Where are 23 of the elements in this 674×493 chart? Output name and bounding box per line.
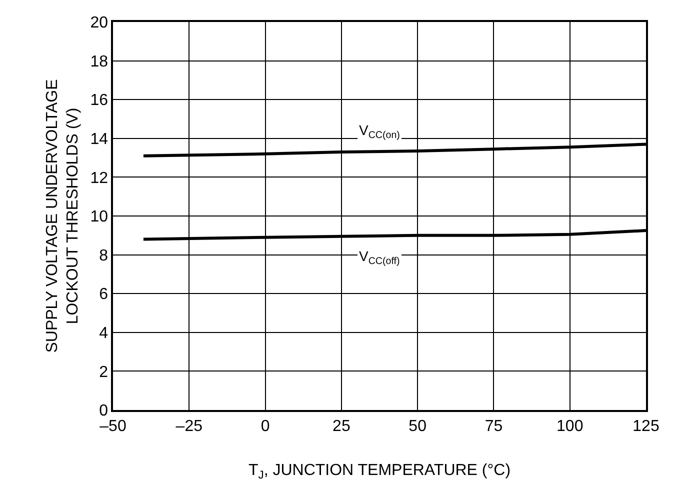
x-tick-label: –25	[176, 418, 203, 435]
x-tick-label: 0	[260, 418, 270, 435]
series-label: V$_{CC(on)}$	[359, 122, 400, 141]
y-tick-label: 14	[90, 131, 108, 148]
y-tick-label: 4	[99, 325, 108, 342]
y-tick-label: 6	[99, 286, 108, 304]
x-axis-title: T$_{J}$, JUNCTION TEMPERATURE (°C)	[248, 462, 511, 482]
y-tick-label: 10	[90, 208, 108, 226]
y-axis-title: SUPPLY VOLTAGE UNDERVOLTAGE LOCKOUT THRESHOLDS (V)	[44, 79, 82, 353]
x-tick-label: 50	[408, 418, 427, 435]
series-label: V$_{CC(off)}$	[359, 248, 400, 267]
x-tick-label: 125	[632, 418, 660, 435]
y-tick-label: 0	[99, 402, 108, 420]
y-tick-label: 18	[90, 53, 108, 70]
x-tick-label: 75	[484, 418, 503, 435]
x-tick-label: –50	[100, 418, 126, 435]
y-tick-label: 12	[90, 170, 108, 187]
x-tick-label: 25	[332, 418, 350, 435]
y-tick-label: 20	[90, 14, 108, 32]
y-tick-label: 2	[99, 364, 108, 381]
y-tick-label: 8	[99, 247, 108, 264]
x-tick-label: 100	[556, 418, 584, 435]
y-tick-label: 16	[90, 92, 108, 110]
